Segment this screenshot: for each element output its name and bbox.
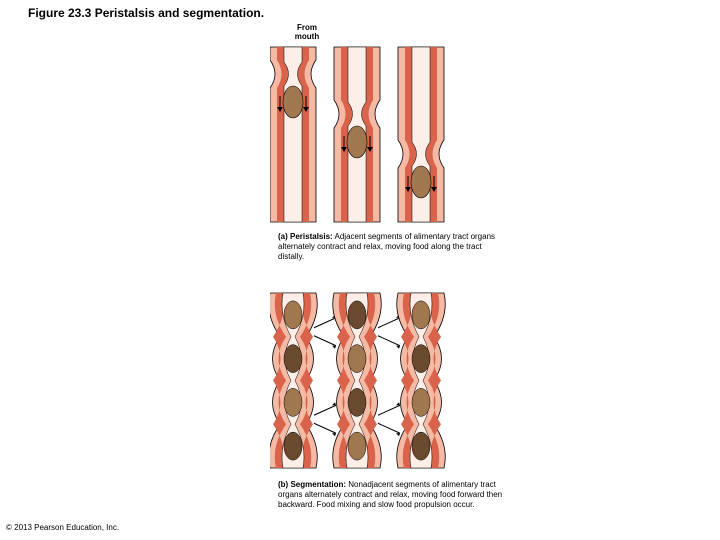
caption-b: (b) Segmentation: Nonadjacent segments o… [278,480,508,510]
figure-number: Figure 23.3 [28,6,91,20]
from-mouth-label: From mouth [287,24,327,42]
copyright-text: © 2013 Pearson Education, Inc. [6,523,119,532]
peristalsis-svg [270,42,470,232]
figure-title-text: Peristalsis and segmentation. [95,6,264,20]
peristalsis-diagram [270,42,470,237]
segmentation-svg [270,288,470,478]
figure-title: Figure 23.3 Peristalsis and segmentation… [28,6,264,20]
segmentation-diagram [270,288,470,483]
